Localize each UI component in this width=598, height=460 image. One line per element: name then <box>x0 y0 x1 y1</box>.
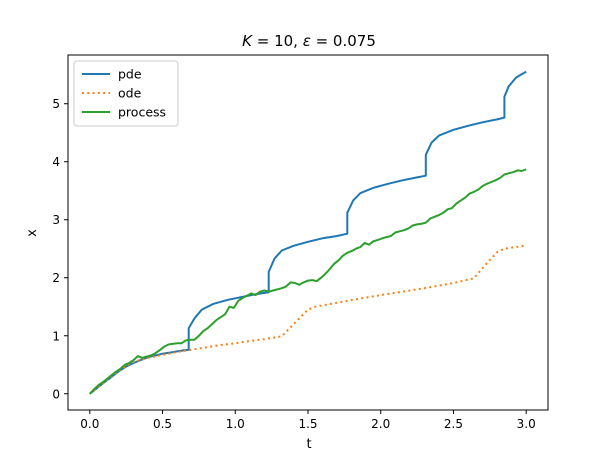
y-tick-label: 0 <box>52 387 60 401</box>
series-line-ode <box>89 244 527 395</box>
title-k-value: = 10, <box>252 32 303 50</box>
y-axis-label: x <box>25 229 40 237</box>
legend-label-process: process <box>118 105 166 120</box>
y-tick-label: 5 <box>52 97 60 111</box>
x-tick-label: 2.5 <box>444 417 463 431</box>
y-tick-label: 1 <box>52 329 60 343</box>
x-tick-label: 0.0 <box>80 417 99 431</box>
chart-title: K = 10, ε = 0.075 <box>242 32 376 50</box>
legend: pde ode process <box>73 60 179 127</box>
title-eps-symbol: ε <box>303 32 311 50</box>
x-tick-label: 1.0 <box>226 417 245 431</box>
y-tick-label: 4 <box>52 155 60 169</box>
series-line-process <box>89 168 527 395</box>
title-eps-value: = 0.075 <box>311 32 376 50</box>
x-axis-label: t <box>306 437 311 452</box>
title-k-symbol: K <box>242 32 253 50</box>
y-axis: 0 1 2 3 4 5 <box>52 97 68 401</box>
x-tick-label: 0.5 <box>153 417 172 431</box>
x-axis: 0.0 0.5 1.0 1.5 2.0 2.5 3.0 <box>80 410 536 431</box>
x-tick-label: 2.0 <box>371 417 390 431</box>
legend-label-ode: ode <box>118 86 142 101</box>
y-tick-label: 2 <box>52 271 60 285</box>
y-tick-label: 3 <box>52 213 60 227</box>
legend-box <box>73 60 179 127</box>
x-tick-label: 3.0 <box>517 417 536 431</box>
series-line-pde <box>89 70 527 395</box>
legend-label-pde: pde <box>118 67 142 82</box>
x-tick-label: 1.5 <box>298 417 317 431</box>
